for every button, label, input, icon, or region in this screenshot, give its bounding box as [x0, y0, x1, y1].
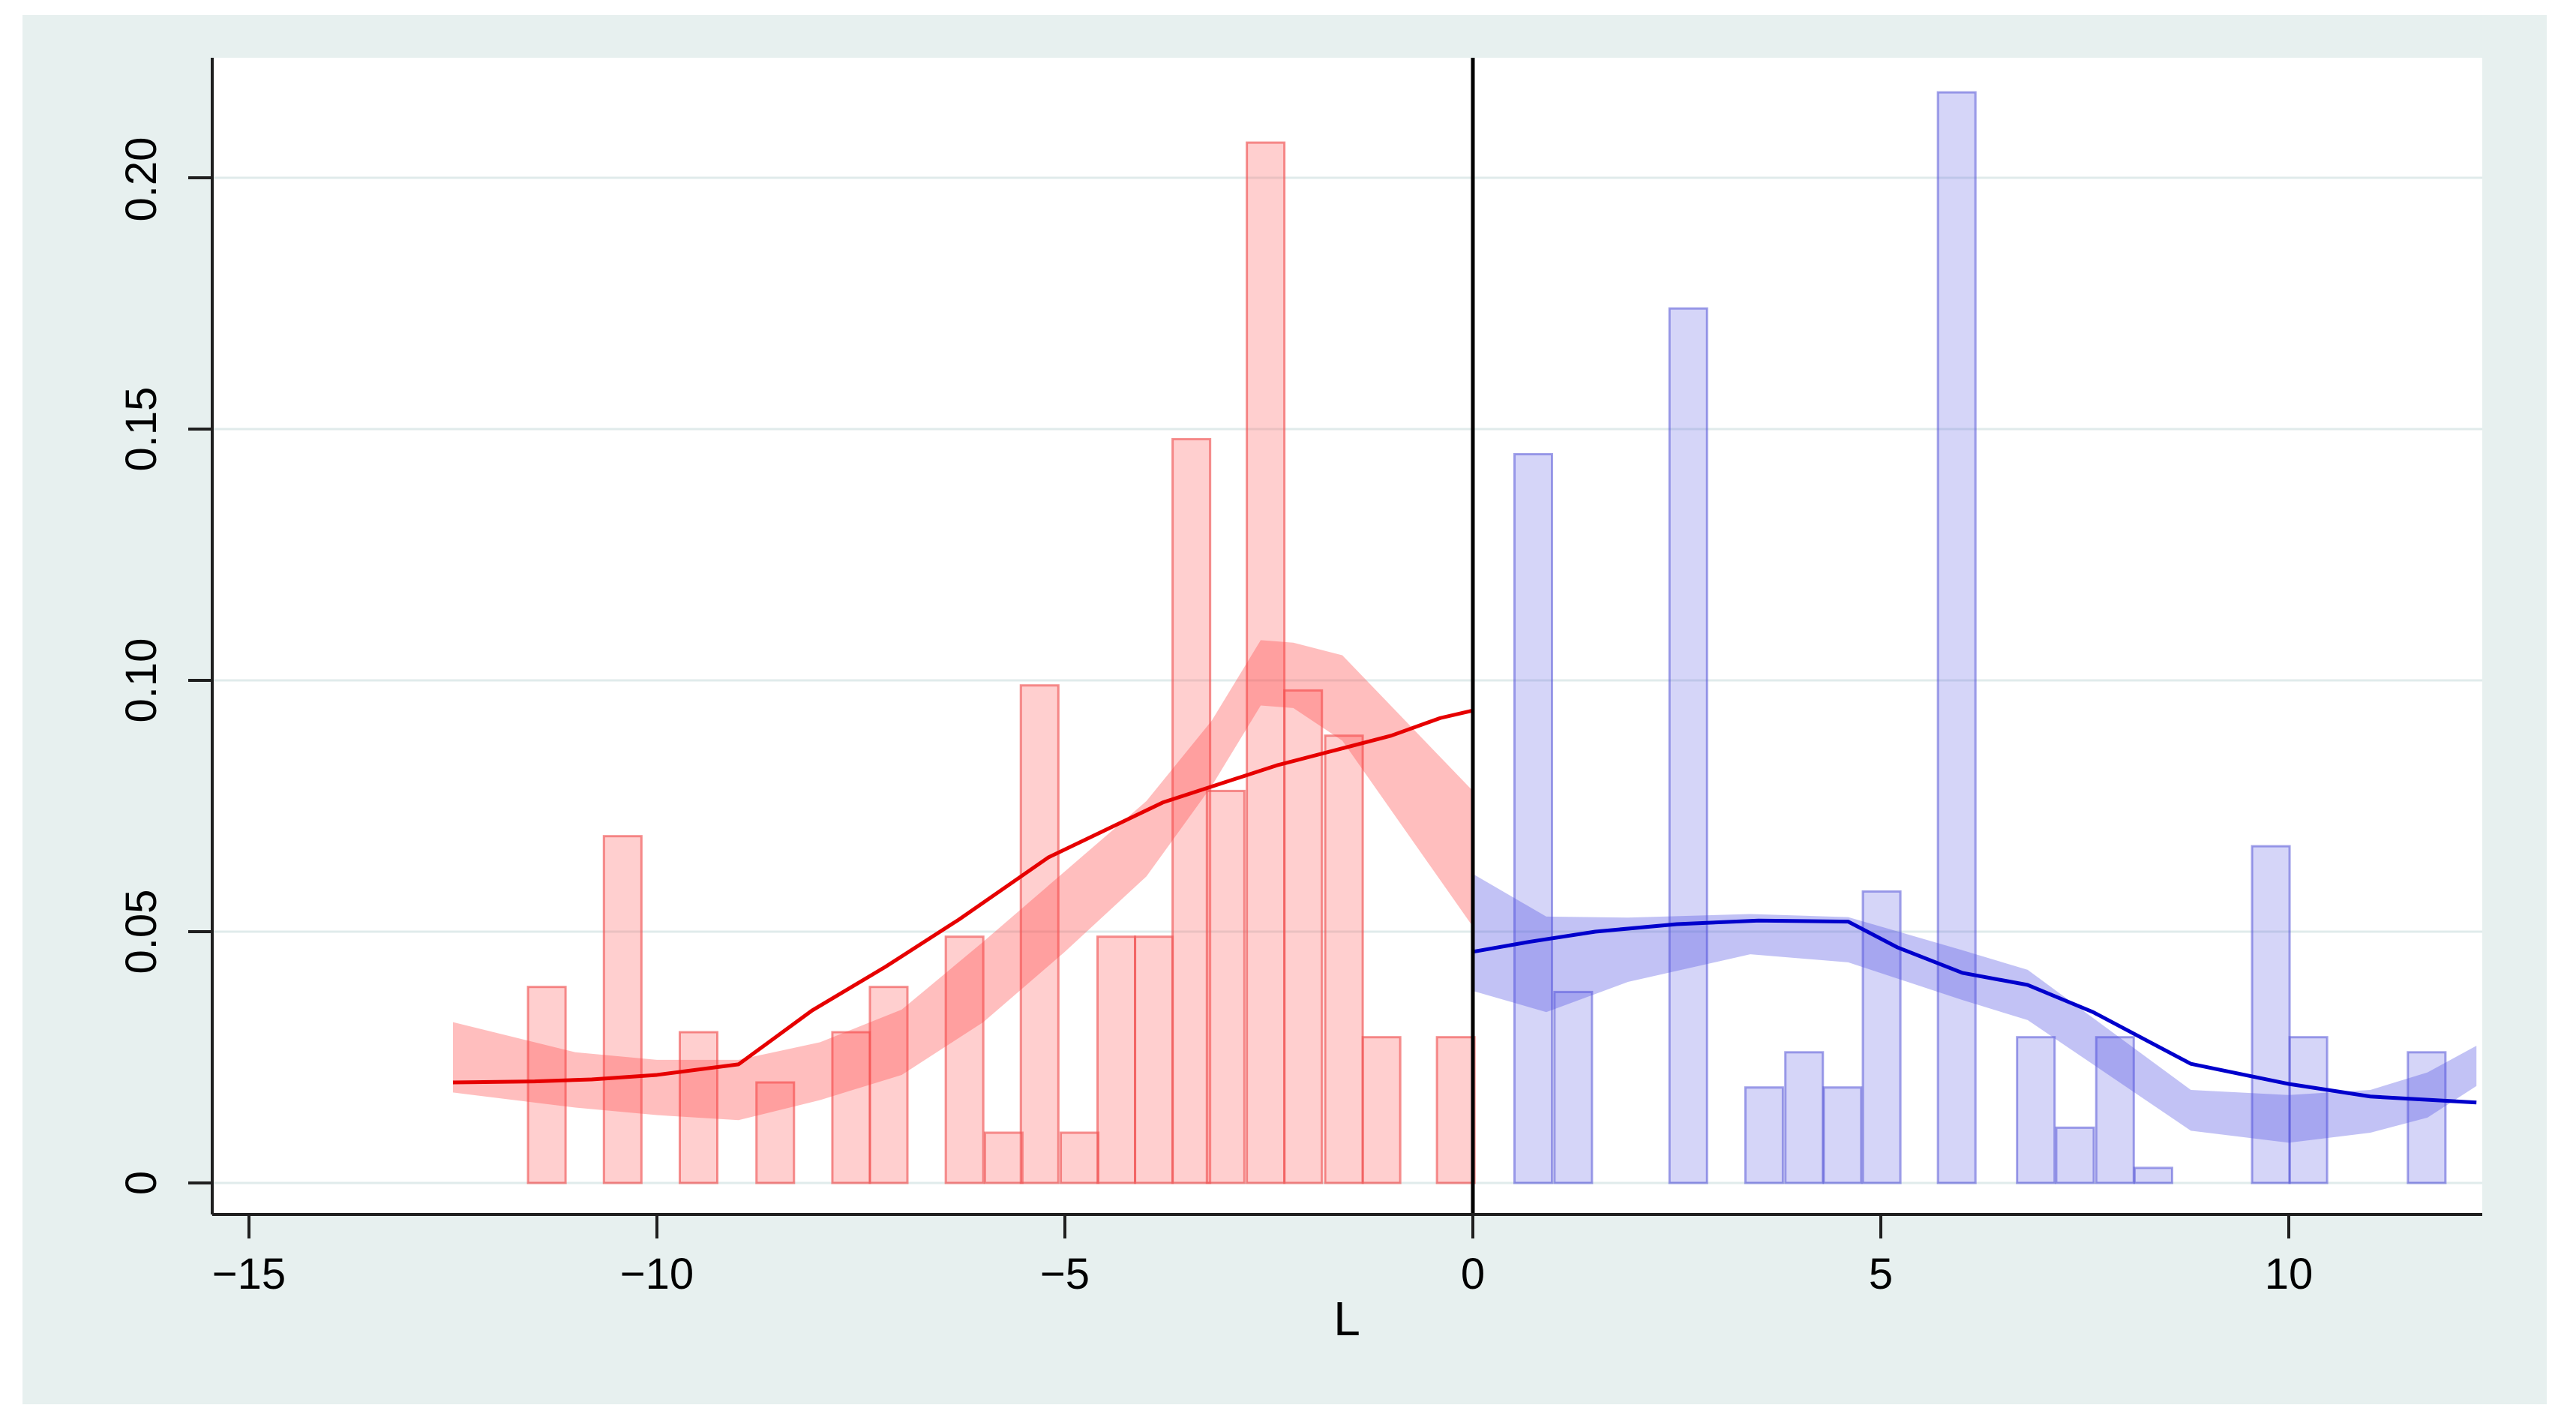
blue-histogram-bar — [2133, 1166, 2173, 1184]
blue-histogram-bar — [1668, 307, 1708, 1184]
blue-histogram-bar — [1936, 91, 1977, 1184]
blue-histogram-bar — [2055, 1126, 2095, 1184]
y-tick-label: 0.15 — [117, 387, 166, 472]
red-histogram-bar — [868, 986, 909, 1184]
red-histogram-bar — [1171, 437, 1212, 1184]
y-tick-label: 0.05 — [117, 890, 166, 974]
right-histogram — [1513, 91, 2447, 1184]
red-histogram-bar — [678, 1031, 719, 1184]
y-tick-label: 0.10 — [117, 638, 166, 723]
red-fit-line — [452, 708, 1474, 1085]
x-tick-label: 10 — [2265, 1250, 2314, 1298]
blue-histogram-bar — [2095, 1036, 2135, 1184]
y-tick-label: 0.20 — [117, 137, 166, 222]
red-histogram-bar — [1060, 1131, 1100, 1184]
red-histogram-bar — [526, 986, 567, 1184]
red-histogram-bar — [944, 935, 985, 1184]
red-histogram-bar — [1096, 935, 1137, 1184]
x-axis-title: L — [1333, 1292, 1360, 1346]
left-histogram — [526, 141, 1476, 1184]
blue-ci-band — [1473, 873, 2477, 1143]
x-ticks — [247, 1214, 2290, 1238]
plot-area — [212, 58, 2482, 1214]
x-tick-label: 5 — [1869, 1250, 1893, 1298]
y-ticks — [188, 176, 212, 1184]
blue-histogram-bar — [1513, 453, 1554, 1184]
blue-fit-line — [1472, 918, 2477, 1105]
red-histogram-bar — [1324, 734, 1364, 1184]
red-histogram-bar — [755, 1081, 796, 1184]
red-histogram-bar — [1361, 1036, 1402, 1184]
blue-histogram-bar — [2407, 1051, 2447, 1184]
red-ci-band — [453, 640, 1473, 1121]
blue-histogram-bar — [1784, 1051, 1825, 1184]
red-histogram-bar — [1134, 935, 1174, 1184]
x-tick-label: −10 — [620, 1250, 694, 1298]
x-tick-label: −15 — [212, 1250, 286, 1298]
blue-histogram-bar — [1553, 990, 1594, 1184]
y-tick-label: 0 — [117, 1171, 166, 1195]
red-histogram-bar — [1435, 1036, 1476, 1184]
fit-lines — [452, 708, 2477, 1105]
red-histogram-bar — [1019, 684, 1060, 1184]
red-histogram-bar — [1205, 789, 1246, 1184]
red-histogram-bar — [1246, 141, 1286, 1184]
blue-histogram-bar — [1744, 1086, 1784, 1184]
x-tick-label: 0 — [1461, 1250, 1485, 1298]
red-histogram-bar — [1283, 689, 1324, 1184]
red-histogram-bar — [983, 1131, 1024, 1184]
blue-histogram-bar — [2251, 845, 2291, 1184]
red-histogram-bar — [602, 835, 643, 1184]
blue-histogram-bar — [1822, 1086, 1863, 1184]
blue-histogram-bar — [2288, 1036, 2329, 1184]
blue-histogram-bar — [2016, 1036, 2056, 1184]
confidence-bands — [453, 640, 2477, 1143]
x-tick-label: −5 — [1040, 1250, 1090, 1298]
